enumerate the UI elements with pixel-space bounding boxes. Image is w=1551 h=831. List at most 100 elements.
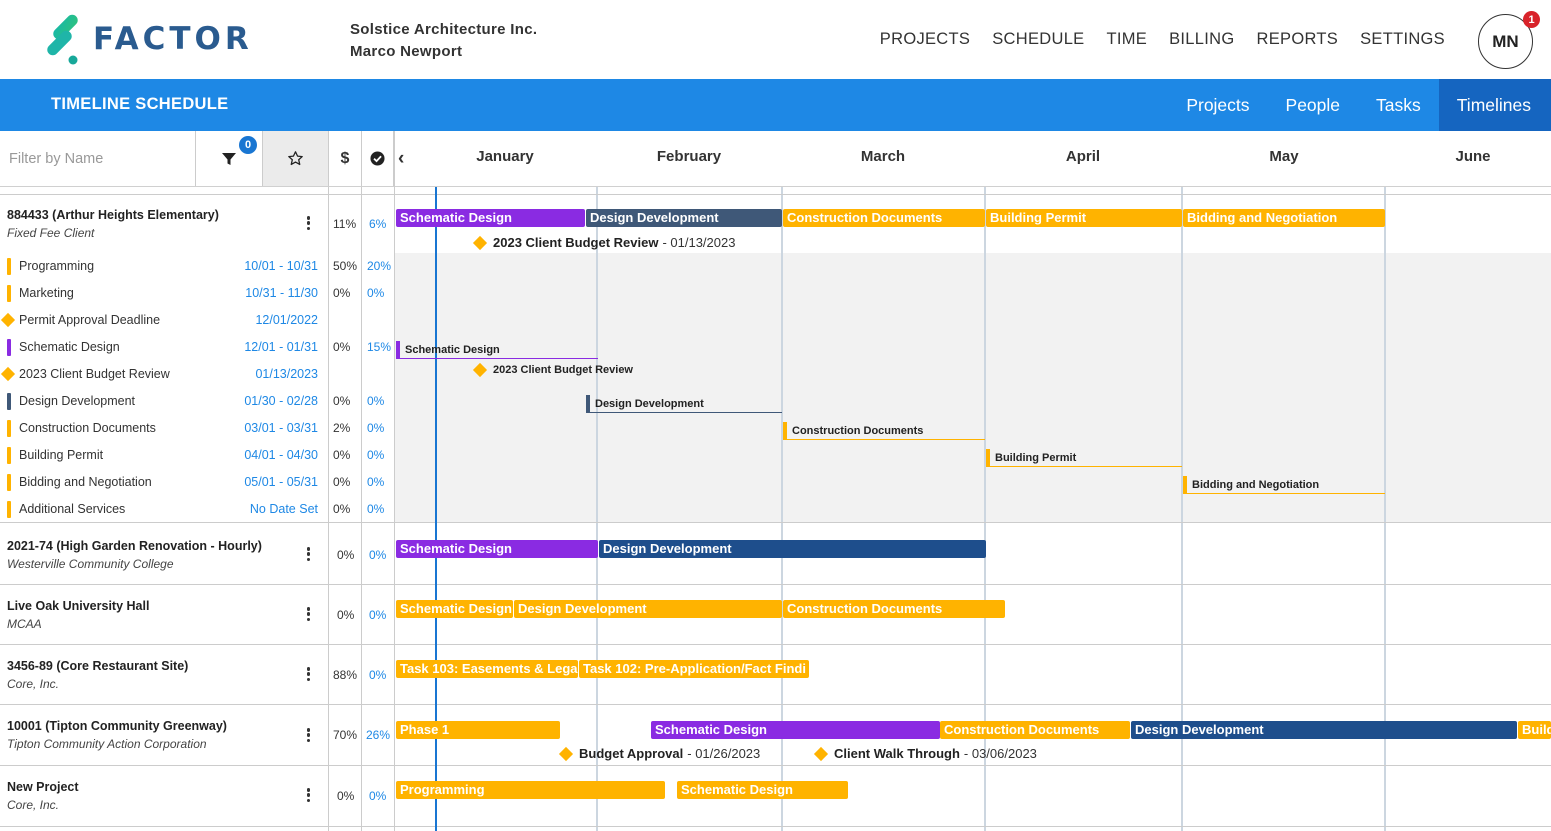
phase-row[interactable]: Programming 10/01 - 10/31 50% 20% xyxy=(0,253,394,280)
milestone[interactable]: Client Walk Through - 03/06/2023 xyxy=(813,746,1037,761)
phase-dates[interactable]: 12/01/2022 xyxy=(255,313,318,327)
month-may: May xyxy=(1269,148,1299,165)
user-avatar[interactable]: MN xyxy=(1478,14,1533,69)
nav-time[interactable]: TIME xyxy=(1106,30,1148,48)
project-name[interactable]: Live Oak University Hall xyxy=(7,599,150,613)
more-options-icon[interactable] xyxy=(306,547,311,561)
phase-bar-design-development[interactable]: Design Development xyxy=(586,395,782,413)
phase-bar-label: Building Permit xyxy=(995,452,1077,464)
column-divider xyxy=(394,131,395,831)
tab-people[interactable]: People xyxy=(1285,95,1341,115)
phase-fee-percent: 0% xyxy=(333,340,351,354)
phase-dates[interactable]: 03/01 - 03/31 xyxy=(244,421,318,435)
phase-dates[interactable]: 10/31 - 11/30 xyxy=(245,286,318,300)
phase-row[interactable]: Marketing 10/31 - 11/30 0% 0% xyxy=(0,280,394,307)
favorites-toggle[interactable] xyxy=(263,131,329,186)
phase-dates[interactable]: 04/01 - 04/30 xyxy=(244,448,318,462)
timeline-bar-building-permit[interactable]: Building Permit xyxy=(986,209,1182,227)
more-options-icon[interactable] xyxy=(306,788,311,802)
timeline-bar-construction-documents[interactable]: Construction Documents xyxy=(940,721,1130,739)
phase-dates[interactable]: 12/01 - 01/31 xyxy=(244,340,318,354)
complete-percent: 0% xyxy=(369,789,387,803)
project-name[interactable]: 3456-89 (Core Restaurant Site) xyxy=(7,659,189,673)
tab-tasks[interactable]: Tasks xyxy=(1376,95,1421,115)
phase-bar-label: Construction Documents xyxy=(792,425,924,437)
phase-row[interactable]: Permit Approval Deadline 12/01/2022 xyxy=(0,307,394,334)
phase-row[interactable]: 2023 Client Budget Review 01/13/2023 xyxy=(0,361,394,388)
timeline-bar-schematic-design[interactable]: Schematic Design xyxy=(677,781,848,799)
timeline-bar-design-development[interactable]: Design Development xyxy=(514,600,782,618)
phase-complete-percent: 15% xyxy=(367,340,392,354)
previous-period-icon[interactable]: ‹ xyxy=(398,148,405,169)
tab-timelines[interactable]: Timelines xyxy=(1438,79,1551,131)
more-options-icon[interactable] xyxy=(306,728,311,742)
timeline-bar-design-development[interactable]: Design Development xyxy=(1131,721,1517,739)
more-options-icon[interactable] xyxy=(306,216,311,230)
complete-percent: 0% xyxy=(369,608,387,622)
phase-dates[interactable]: 01/30 - 02/28 xyxy=(244,394,318,408)
phase-row[interactable]: Construction Documents 03/01 - 03/31 2% … xyxy=(0,415,394,442)
phase-row[interactable]: Additional Services No Date Set 0% 0% xyxy=(0,496,394,523)
phase-row[interactable]: Bidding and Negotiation 05/01 - 05/31 0%… xyxy=(0,469,394,496)
phase-dates[interactable]: No Date Set xyxy=(249,502,318,516)
nav-schedule[interactable]: SCHEDULE xyxy=(992,30,1085,48)
project-name[interactable]: 2021-74 (High Garden Renovation - Hourly… xyxy=(7,539,262,553)
filter-by-name-input[interactable]: Filter by Name xyxy=(0,131,196,186)
timeline-bar-design-development[interactable]: Design Development xyxy=(586,209,782,227)
phase-bar-bidding-negotiation[interactable]: Bidding and Negotiation xyxy=(1183,476,1385,494)
factor-logo-icon[interactable] xyxy=(46,14,106,66)
phase-bar-schematic-design[interactable]: Schematic Design xyxy=(396,341,598,359)
progress-column-header[interactable] xyxy=(362,131,394,186)
more-options-icon[interactable] xyxy=(306,607,311,621)
timeline-bar-schematic-design[interactable]: Schematic Design xyxy=(396,540,598,558)
phase-color-marker xyxy=(7,258,11,275)
timeline-bar-schematic-design[interactable]: Schematic Design xyxy=(651,721,940,739)
complete-percent: 0% xyxy=(369,548,387,562)
phase-milestone[interactable]: 2023 Client Budget Review xyxy=(472,362,633,378)
filter-button[interactable] xyxy=(197,131,263,186)
timeline-bar-task-102[interactable]: Task 102: Pre-Application/Fact Findi xyxy=(579,660,809,678)
tab-projects[interactable]: Projects xyxy=(1186,95,1250,115)
nav-billing[interactable]: BILLING xyxy=(1169,30,1235,48)
phase-dates[interactable]: 05/01 - 05/31 xyxy=(244,475,318,489)
milestone[interactable]: Budget Approval - 01/26/2023 xyxy=(558,746,760,761)
timeline-bar-bidding-negotiation[interactable]: Bidding and Negotiation xyxy=(1183,209,1385,227)
timeline-bar-construction-documents[interactable]: Construction Documents xyxy=(783,209,985,227)
milestone-diamond-icon xyxy=(472,362,488,378)
nav-reports[interactable]: REPORTS xyxy=(1256,30,1339,48)
timeline-bar-schematic-design[interactable]: Schematic Design xyxy=(396,600,513,618)
project-name[interactable]: New Project xyxy=(7,780,79,794)
phase-row[interactable]: Schematic Design 12/01 - 01/31 0% 15% xyxy=(0,334,394,361)
more-options-icon[interactable] xyxy=(306,667,311,681)
phase-fee-percent: 0% xyxy=(333,448,351,462)
project-name[interactable]: 10001 (Tipton Community Greenway) xyxy=(7,719,227,733)
phase-name: Design Development xyxy=(19,394,136,408)
timeline-bar-design-development[interactable]: Design Development xyxy=(599,540,986,558)
timeline-bar-build[interactable]: Build xyxy=(1518,721,1551,739)
phase-bar-building-permit[interactable]: Building Permit xyxy=(986,449,1182,467)
phase-row[interactable]: Design Development 01/30 - 02/28 0% 0% xyxy=(0,388,394,415)
timeline-bar-task-103[interactable]: Task 103: Easements & Legal xyxy=(396,660,578,678)
account-info: Solstice Architecture Inc. Marco Newport xyxy=(350,19,537,63)
phase-row[interactable]: Building Permit 04/01 - 04/30 0% 0% xyxy=(0,442,394,469)
row-divider xyxy=(0,826,1551,827)
timeline-bar-programming[interactable]: Programming xyxy=(396,781,665,799)
phase-dates[interactable]: 10/01 - 10/31 xyxy=(244,259,318,273)
nav-settings[interactable]: SETTINGS xyxy=(1360,30,1445,48)
month-march: March xyxy=(860,148,906,165)
phase-bar-construction-documents[interactable]: Construction Documents xyxy=(783,422,985,440)
nav-projects[interactable]: PROJECTS xyxy=(879,30,971,48)
phase-name: Additional Services xyxy=(19,502,126,516)
timeline-bar-schematic-design[interactable]: Schematic Design xyxy=(396,209,585,227)
complete-percent: 26% xyxy=(366,728,391,742)
row-divider xyxy=(0,522,1551,523)
project-name[interactable]: 884433 (Arthur Heights Elementary) xyxy=(7,208,219,222)
phase-color-marker xyxy=(7,474,11,491)
month-april: April xyxy=(1065,148,1101,165)
phase-dates[interactable]: 01/13/2023 xyxy=(255,367,318,381)
milestone[interactable]: 2023 Client Budget Review - 01/13/2023 xyxy=(472,235,735,250)
milestone-diamond-icon xyxy=(558,746,574,761)
timeline-bar-phase-1[interactable]: Phase 1 xyxy=(396,721,560,739)
fee-column-header[interactable]: $ xyxy=(329,131,362,186)
timeline-bar-construction-documents[interactable]: Construction Documents xyxy=(783,600,1005,618)
